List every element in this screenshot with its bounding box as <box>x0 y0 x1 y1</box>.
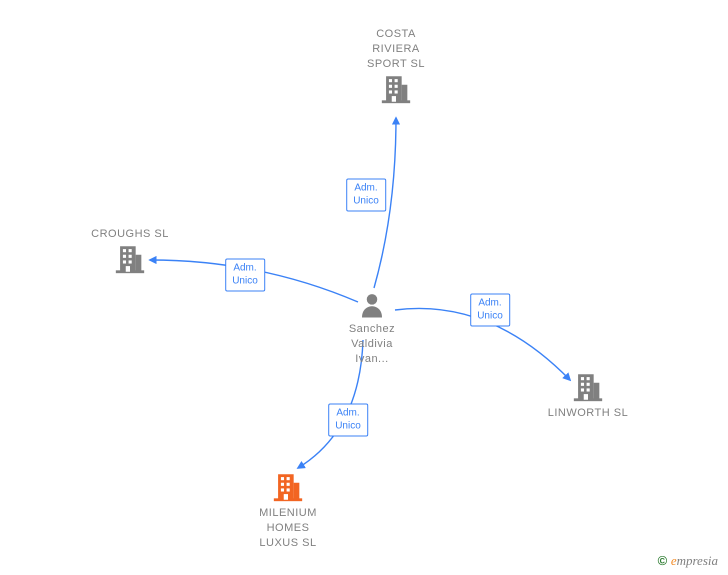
node-label: LINWORTH SL <box>528 406 648 421</box>
node-milenium[interactable]: MILENIUM HOMES LUXUS SL <box>228 470 348 551</box>
node-label: Sanchez Valdivia Ivan... <box>312 322 432 367</box>
edge-label: Adm. Unico <box>346 179 386 212</box>
node-linworth[interactable]: LINWORTH SL <box>528 370 648 421</box>
building-icon <box>528 370 648 404</box>
node-croughs[interactable]: CROUGHS SL <box>70 225 190 276</box>
diagram-canvas: COSTA RIVIERA SPORT SL CROUGHS SL Sanche… <box>0 0 728 575</box>
watermark: © empresia <box>658 553 718 569</box>
building-icon <box>336 72 456 106</box>
edge-label: Adm. Unico <box>225 259 265 292</box>
node-costa-riviera[interactable]: COSTA RIVIERA SPORT SL <box>336 25 456 106</box>
brand-rest: mpresia <box>677 553 718 568</box>
node-person-center[interactable]: Sanchez Valdivia Ivan... <box>312 290 432 367</box>
node-label: CROUGHS SL <box>70 227 190 242</box>
building-icon <box>228 470 348 504</box>
node-label: MILENIUM HOMES LUXUS SL <box>228 506 348 551</box>
edge-label: Adm. Unico <box>470 294 510 327</box>
person-icon <box>312 290 432 320</box>
edge-label: Adm. Unico <box>328 404 368 437</box>
copyright-symbol: © <box>658 553 668 568</box>
building-icon <box>70 242 190 276</box>
node-label: COSTA RIVIERA SPORT SL <box>336 27 456 72</box>
